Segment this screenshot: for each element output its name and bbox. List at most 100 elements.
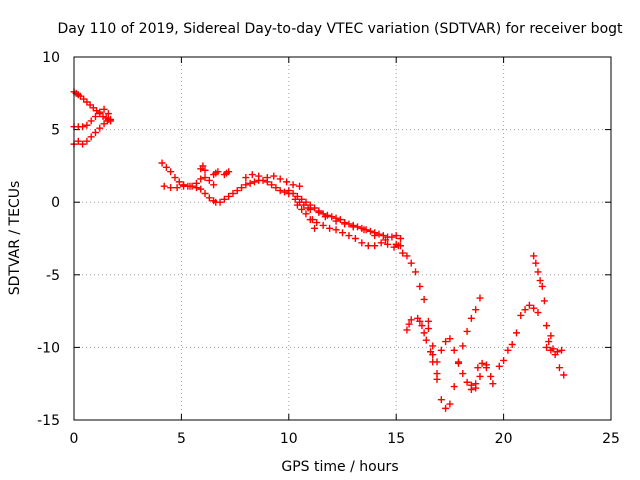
data-point [495,362,503,370]
data-point [328,213,336,221]
data-point [420,329,428,337]
data-point [403,326,411,334]
data-point [560,371,568,379]
data-point [339,229,346,237]
data-point [263,174,271,182]
data-point [91,129,99,137]
data-point [351,235,359,242]
data-point [487,372,495,380]
data-point [160,182,168,190]
y-axis-label: SDTVAR / TECUs [7,181,23,296]
data-point [205,194,213,202]
plot-frame [73,56,612,421]
data-point [472,306,480,314]
data-point [270,172,278,180]
data-point [210,181,218,189]
data-point [349,223,357,231]
data-point [459,370,467,378]
data-point [167,184,175,192]
data-point [225,192,233,200]
data-point [422,336,430,344]
data-point [321,213,329,221]
data-point [377,239,385,247]
data-point [302,210,310,218]
data-point [375,230,383,238]
x-tick-labels: 0 5 10 15 20 25 [70,431,620,447]
data-point [437,346,445,354]
data-point [399,249,407,257]
data-point [424,325,432,333]
data-point [476,372,484,380]
data-point [341,220,349,228]
data-point [476,294,484,302]
data-point [83,137,91,145]
data-point [242,174,250,182]
data-point [384,240,392,248]
data-point [474,364,482,372]
y-tick-label: -10 [37,340,60,356]
data-point [313,219,321,227]
data-point [558,346,566,354]
data-point [268,181,276,189]
x-tick-label: 10 [280,431,298,447]
data-point [482,361,490,369]
data-point [427,348,435,356]
data-point [364,242,372,250]
x-tick-label: 20 [495,431,513,447]
data-point [424,317,432,325]
data-point [201,166,209,174]
data-point [463,378,471,386]
data-point [532,259,540,267]
data-point [534,309,542,317]
data-point [394,242,402,250]
data-point [79,123,87,131]
data-point [242,181,250,189]
data-point [315,208,323,216]
data-point [246,179,254,187]
data-point [371,232,379,240]
grid [74,57,611,420]
data-point [396,235,404,242]
data-point [418,322,426,330]
data-point [276,175,284,183]
data-point [489,380,497,388]
data-point [530,252,538,260]
data-point [512,329,520,337]
data-point [381,236,389,244]
data-point [540,297,548,305]
data-point [446,400,454,408]
data-point [555,364,563,372]
data-point [420,295,428,303]
data-point [248,171,256,179]
data-point [543,322,551,330]
data-point [547,332,555,340]
data-point [201,189,209,197]
data-point [446,335,454,343]
data-point [472,380,480,388]
data-point [192,184,200,192]
data-point [281,188,289,196]
data-point [336,216,344,224]
data-point [171,174,179,182]
data-point [459,342,467,350]
data-point [250,178,258,186]
data-point [285,187,293,195]
data-point [311,224,319,232]
data-point [216,198,224,206]
data-point [180,182,188,190]
data-point [530,304,538,312]
data-point [429,342,437,350]
data-point [403,252,411,260]
x-tick-label: 15 [387,431,405,447]
data-point [296,198,304,206]
data-point [79,140,87,148]
data-points [70,88,568,412]
chart-title: Day 110 of 2019, Sidereal Day-to-day VTE… [57,21,623,37]
data-point [504,346,512,354]
data-point [300,201,308,209]
data-point [371,242,379,250]
y-tick-labels: -15 -10 -5 0 5 10 [37,50,60,429]
data-point [545,338,553,346]
data-point [199,162,207,170]
data-point [543,343,551,351]
